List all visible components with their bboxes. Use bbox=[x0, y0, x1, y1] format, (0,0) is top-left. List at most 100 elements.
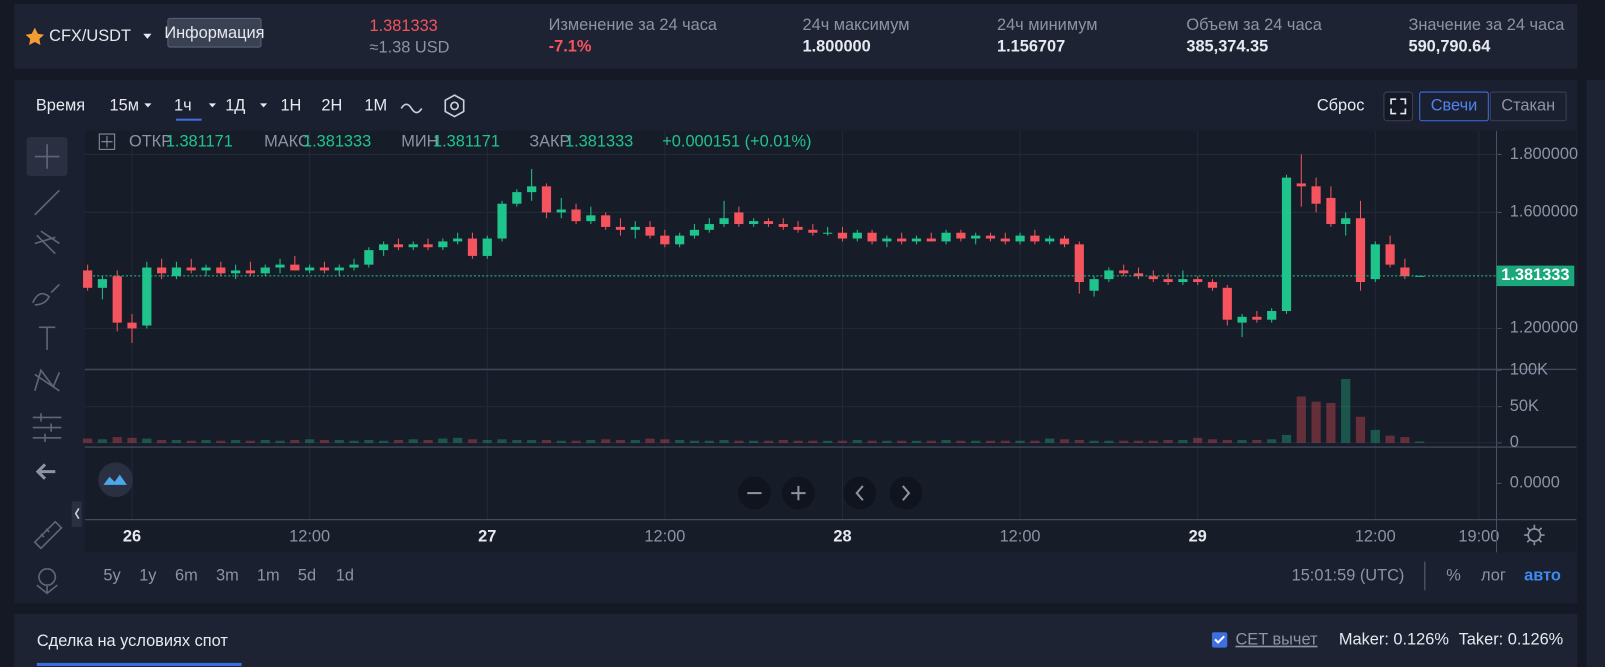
text-tool[interactable] bbox=[38, 326, 56, 350]
volume-bar bbox=[201, 440, 211, 443]
candle-body bbox=[290, 264, 300, 271]
candle-body bbox=[1370, 244, 1380, 280]
legend-toggle-icon bbox=[101, 136, 113, 148]
volume-bar bbox=[1355, 416, 1366, 443]
candle-body bbox=[630, 226, 640, 230]
side-panel bbox=[1586, 79, 1605, 667]
fullscreen-button[interactable] bbox=[1383, 91, 1414, 122]
percent-button[interactable]: % bbox=[1446, 566, 1461, 584]
range-button[interactable]: 5d bbox=[298, 566, 316, 584]
interval-button[interactable]: 1Н bbox=[280, 97, 301, 115]
interval-button[interactable]: 2Н bbox=[321, 97, 342, 115]
interval-dropdown[interactable] bbox=[259, 103, 268, 108]
pin-tool[interactable] bbox=[36, 567, 58, 595]
volume-bar bbox=[527, 440, 537, 443]
candle-body bbox=[823, 232, 833, 234]
volume-bar bbox=[379, 440, 389, 443]
scroll-left[interactable] bbox=[843, 476, 877, 510]
indicators-icon[interactable] bbox=[444, 94, 465, 118]
legend-toggle[interactable] bbox=[98, 133, 116, 150]
candle-body bbox=[867, 232, 877, 242]
intervals: 15м 1ч 1Д 1Н 2Н 1М bbox=[110, 97, 387, 121]
auto-button[interactable]: авто bbox=[1524, 566, 1561, 584]
ruler-tool[interactable] bbox=[33, 520, 63, 550]
fork-tool[interactable] bbox=[34, 230, 60, 255]
chart-type-icon[interactable] bbox=[400, 103, 423, 114]
candle-body bbox=[556, 209, 566, 213]
interval-button[interactable]: 15м bbox=[110, 97, 139, 115]
volume-bar bbox=[1119, 440, 1129, 443]
stat-value: 1.156707 bbox=[997, 37, 1065, 55]
volume-bar bbox=[171, 440, 182, 443]
range-button[interactable]: 1m bbox=[257, 566, 280, 584]
volume-bar bbox=[1400, 437, 1410, 443]
line-tool[interactable] bbox=[34, 189, 60, 216]
interval-dropdown[interactable] bbox=[208, 103, 216, 108]
measure-tool[interactable] bbox=[32, 413, 62, 442]
candle-body bbox=[408, 244, 418, 248]
volume-bar bbox=[941, 440, 951, 443]
volume-bar bbox=[231, 440, 241, 443]
cet-label[interactable]: CET вычет bbox=[1235, 631, 1318, 649]
candle-body bbox=[1178, 279, 1188, 283]
scroll-right-icon bbox=[902, 485, 911, 501]
hide-tools[interactable] bbox=[35, 463, 56, 480]
scroll-right[interactable] bbox=[889, 476, 923, 510]
volume-bar bbox=[1015, 440, 1025, 443]
low-value: 1.381171 bbox=[433, 133, 500, 151]
range-button[interactable]: 6m bbox=[175, 566, 198, 584]
candle-body bbox=[615, 226, 626, 230]
log-button[interactable]: лог bbox=[1481, 566, 1506, 584]
range-button[interactable]: 3m bbox=[216, 566, 239, 584]
volume-bar bbox=[334, 440, 344, 443]
volume-bar bbox=[556, 440, 566, 443]
range-button[interactable]: 5y bbox=[103, 566, 121, 584]
candle-body bbox=[1267, 311, 1277, 320]
interval-button[interactable]: 1М bbox=[364, 97, 387, 115]
pattern-tool[interactable] bbox=[34, 368, 61, 392]
x-tick-label: 26 bbox=[123, 527, 141, 545]
candle-body bbox=[541, 186, 552, 213]
interval-button[interactable]: 1Д bbox=[225, 97, 245, 115]
volume-bar bbox=[275, 440, 285, 443]
range-button[interactable]: 1d bbox=[336, 566, 354, 584]
y-tick-label: 1.200000 bbox=[1510, 319, 1578, 337]
info-button[interactable] bbox=[167, 17, 262, 48]
candle-body bbox=[393, 244, 404, 248]
candle-body bbox=[1119, 270, 1129, 274]
x-tick-label: 28 bbox=[833, 527, 851, 545]
interval-dropdown[interactable] bbox=[144, 103, 152, 108]
volume-bar bbox=[319, 440, 330, 443]
volume-bar bbox=[1148, 440, 1158, 443]
view-depth[interactable] bbox=[1489, 91, 1567, 122]
drawing-tools bbox=[24, 135, 68, 596]
volume-bar bbox=[97, 439, 108, 443]
y-tick-label: 1.800000 bbox=[1510, 145, 1578, 163]
zoom-in-icon bbox=[791, 485, 806, 501]
range-button[interactable]: 1y bbox=[139, 566, 157, 584]
interval-button[interactable]: 1ч bbox=[174, 97, 192, 115]
view-candles[interactable] bbox=[1419, 91, 1489, 122]
volume-bar bbox=[1267, 439, 1277, 443]
volume-bar bbox=[305, 439, 315, 443]
reset-button[interactable]: Сброс bbox=[1317, 97, 1365, 115]
pair-name[interactable]: CFX/USDT bbox=[49, 27, 131, 45]
stat-label: Значение за 24 часа bbox=[1408, 16, 1565, 34]
candle-body bbox=[1400, 267, 1410, 277]
candle-body bbox=[956, 232, 966, 239]
trade-title[interactable]: Сделка на условиях спот bbox=[37, 632, 229, 650]
volume-bar bbox=[1370, 429, 1380, 443]
candle-body bbox=[837, 232, 848, 239]
stat-value: 385,374.35 bbox=[1186, 37, 1268, 55]
brush-tool[interactable] bbox=[32, 283, 60, 306]
candle-body bbox=[364, 250, 374, 265]
x-tick-label: 12:00 bbox=[1000, 527, 1041, 545]
candle-body bbox=[171, 267, 182, 277]
candle-body bbox=[897, 238, 907, 242]
favorite-star[interactable] bbox=[25, 27, 45, 46]
candle-body bbox=[438, 241, 448, 248]
candle-body bbox=[97, 279, 108, 288]
x-tick-label: 29 bbox=[1189, 527, 1207, 545]
pair-dropdown[interactable] bbox=[143, 33, 152, 39]
